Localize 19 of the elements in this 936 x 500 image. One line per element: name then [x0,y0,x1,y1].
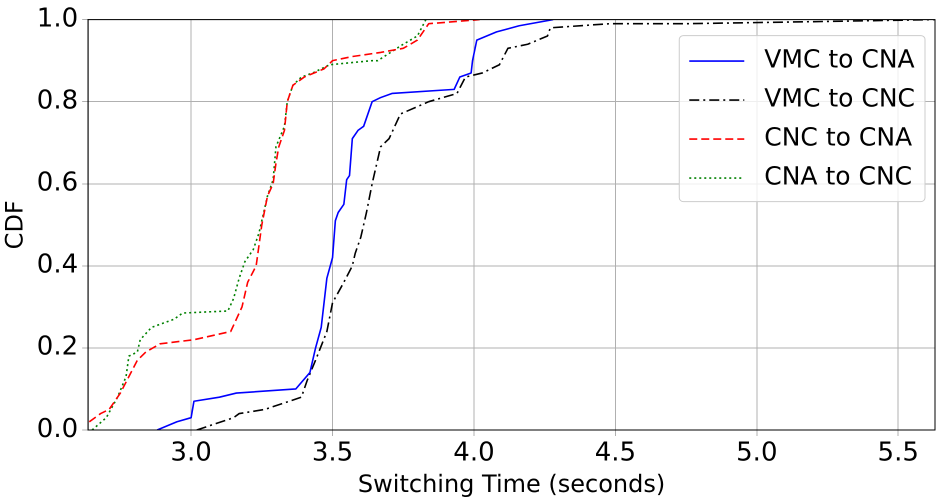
line-series [88,20,480,423]
x-tick-label: 4.5 [594,437,636,468]
x-tick-label: 5.5 [878,437,919,468]
x-tick-label: 4.0 [453,437,495,468]
y-tick-label: 0.8 [36,85,78,116]
y-tick-label: 0.4 [36,250,78,280]
x-tick-label: 5.0 [736,437,778,468]
legend-label: CNC to CNA [764,122,912,152]
x-tick-label: 3.0 [170,437,212,468]
legend-label: VMC to CNC [764,84,915,113]
y-tick-label: 1.0 [36,3,78,34]
x-axis-title: Switching Time (seconds) [358,470,666,498]
y-tick-label: 0.2 [36,332,78,362]
legend-label: VMC to CNA [764,44,915,74]
x-tick-label: 3.5 [312,437,354,468]
legend-label: CNA to CNC [764,162,912,191]
y-tick-label: 0.0 [36,414,78,444]
y-axis-title: CDF [0,200,29,250]
y-tick-label: 0.6 [36,168,78,198]
